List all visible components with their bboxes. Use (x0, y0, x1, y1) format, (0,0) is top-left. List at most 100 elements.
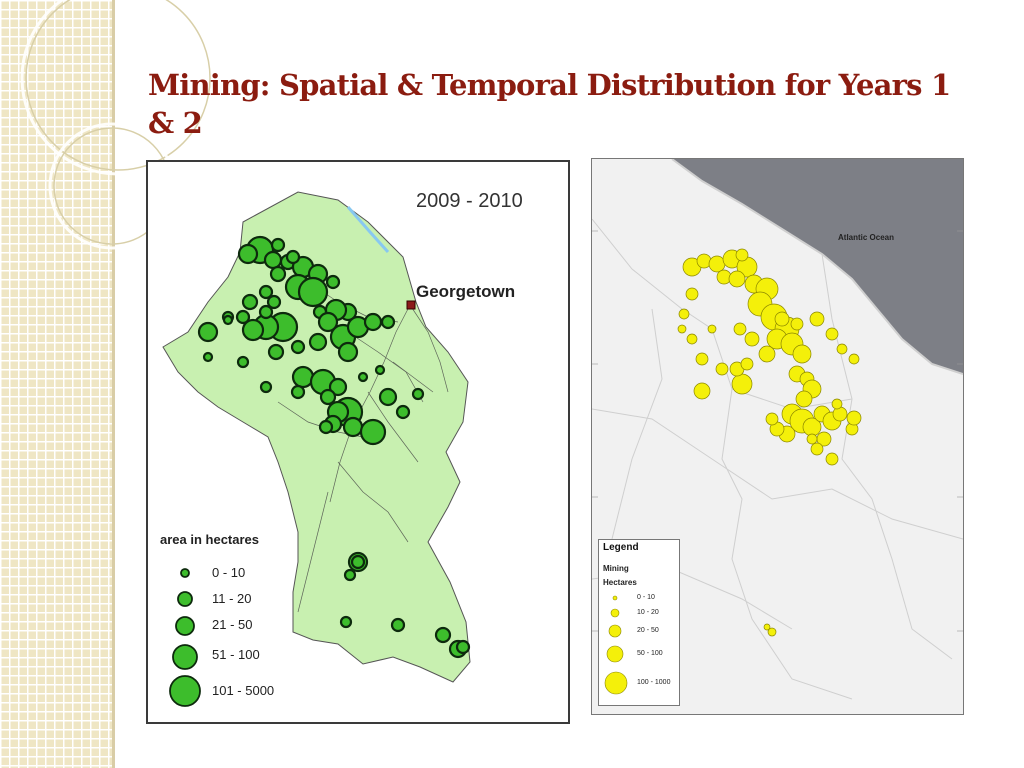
mining-site (202, 351, 214, 363)
legend-circle-icon (177, 591, 193, 607)
mining-site (258, 284, 274, 300)
legend-circle-icon (612, 595, 618, 601)
legend-circle-icon (169, 675, 201, 707)
mining-site (328, 377, 348, 397)
river-coast (346, 206, 390, 254)
legend-label: 100 - 1000 (637, 679, 671, 686)
mining-site (317, 311, 339, 333)
mining-site (291, 365, 315, 389)
legend-label: 0 - 10 (637, 594, 655, 601)
mining-site (733, 322, 747, 336)
legend-label: 11 - 20 (212, 591, 252, 606)
mining-site (258, 304, 274, 320)
mining-site (806, 433, 818, 445)
mining-site (343, 568, 357, 582)
legend-row-11-20: 11 - 20 (160, 586, 300, 612)
mining-site (728, 270, 746, 288)
mining-site (825, 452, 839, 466)
mining-site (390, 617, 406, 633)
mining-site (735, 248, 749, 262)
mining-site (374, 364, 386, 376)
graticule-ticks (592, 230, 963, 632)
legend-label: 101 - 5000 (212, 683, 275, 698)
legend-row-10-20: 10 - 20 (603, 606, 677, 622)
mining-site (241, 318, 265, 342)
slide-title: Mining: Spatial & Temporal Distribution … (148, 68, 951, 140)
mining-site (790, 317, 804, 331)
mining-site (765, 412, 779, 426)
mining-site (235, 309, 251, 325)
panel-edge (112, 0, 115, 768)
legend-label: 20 - 50 (637, 627, 659, 634)
legend-row-51-100: 51 - 100 (160, 642, 300, 668)
mining-site (744, 331, 760, 347)
atlantic-ocean-label: Atlantic Ocean (838, 233, 895, 242)
mining-site (685, 287, 699, 301)
legend-circle-icon (608, 624, 622, 638)
legend-row-101-5000: 101 - 5000 (160, 678, 300, 704)
legend-circle-icon (604, 671, 628, 695)
mining-site (707, 324, 717, 334)
mining-site (269, 265, 287, 283)
mining-site (241, 293, 259, 311)
legend-label: 51 - 100 (212, 647, 260, 662)
mining-site (259, 380, 273, 394)
mining-site (395, 404, 411, 420)
mining-site (411, 387, 425, 401)
mining-site (350, 554, 366, 570)
legend-row-0-10: 0 - 10 (160, 560, 300, 586)
mining-site (795, 390, 813, 408)
mining-site (693, 382, 711, 400)
mining-site (758, 345, 776, 363)
mining-site (767, 627, 777, 637)
legend-circle-icon (172, 644, 198, 670)
mining-site (319, 388, 337, 406)
mining-site (342, 416, 364, 438)
mining-site (434, 626, 452, 644)
mining-site (266, 294, 282, 310)
mining-site (290, 339, 306, 355)
mining-site (677, 324, 687, 334)
legend-row-20-50: 20 - 50 (603, 623, 677, 641)
mining-site (357, 371, 369, 383)
mining-site (792, 344, 812, 364)
mining-site (846, 410, 862, 426)
mining-map-2009-2010: 2009 - 2010 Georgetown area in hectares … (146, 160, 570, 724)
mining-site (237, 243, 259, 265)
guyana-map-left (162, 191, 471, 707)
mining-site (339, 615, 353, 629)
mining-site (678, 308, 690, 320)
mining-site (740, 357, 754, 371)
mining-site (297, 276, 329, 308)
mining-site (686, 333, 698, 345)
mining-site (763, 623, 771, 631)
mining-site (825, 327, 839, 341)
legend-circle-icon (175, 616, 195, 636)
mining-site (378, 387, 398, 407)
legend-row-0-10: 0 - 10 (603, 592, 677, 606)
mining-site (810, 442, 824, 456)
legend-circle-icon (180, 568, 190, 578)
legend-row-21-50: 21 - 50 (160, 612, 300, 638)
mining-site (774, 311, 790, 327)
mining-site (455, 639, 471, 655)
legend-row-100-1000: 100 - 1000 (603, 670, 677, 698)
mining-site (290, 384, 306, 400)
coastline (671, 159, 963, 375)
mining-site (695, 352, 709, 366)
mining-site (318, 419, 334, 435)
atlantic-ocean (672, 159, 963, 374)
mining-site (848, 353, 860, 365)
mining-site (263, 250, 283, 270)
mining-site (337, 341, 359, 363)
mining-site (715, 362, 729, 376)
mining-site (831, 398, 843, 410)
mining-site (285, 249, 301, 265)
mining-site (363, 312, 383, 332)
legend-subtitle-hectares: Hectares (603, 578, 637, 587)
legend-heading: Legend (603, 542, 639, 553)
legend-circle-icon (606, 645, 624, 663)
mining-site (836, 343, 848, 355)
legend-label: 21 - 50 (212, 617, 253, 632)
georgetown-marker (406, 300, 416, 310)
